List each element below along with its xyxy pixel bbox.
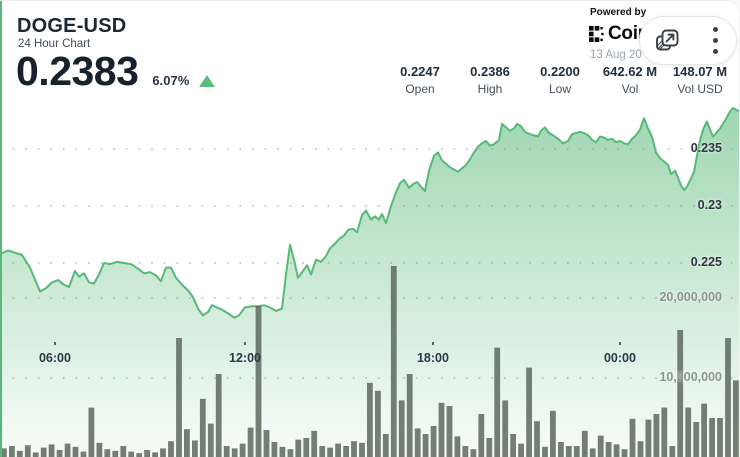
price-axis-tick: 0.235 (690, 141, 722, 155)
stat-volume: 642.62 M Vol (599, 64, 661, 96)
stat-volume-label: Vol (621, 82, 639, 96)
symbol-title: DOGE-USD (17, 15, 127, 37)
stat-high-label: High (477, 82, 503, 96)
toolbar-pill (639, 16, 737, 65)
up-arrow-icon (199, 75, 216, 87)
stat-low: 0.2200 Low (529, 64, 591, 96)
stat-volume-usd-value: 148.07 M (672, 64, 728, 79)
chart-header: DOGE-USD 24 Hour Chart 0.2383 6.07% 0.22… (0, 1, 739, 106)
time-axis-tick: 00:00 (603, 351, 636, 365)
price-axis-tick: 0.225 (690, 255, 722, 269)
time-axis-tick: 06:00 (38, 351, 71, 365)
stat-open-label: Open (405, 82, 435, 96)
stat-low-label: Low (548, 82, 571, 96)
time-axis-tick: 12:00 (229, 351, 261, 365)
stat-high: 0.2386 High (459, 64, 521, 96)
kebab-menu-icon (713, 27, 718, 54)
change-percent: 6.07% (152, 73, 190, 88)
provider-logo-icon (589, 26, 604, 42)
provider-logo-link[interactable]: Coin (589, 23, 649, 45)
stat-open: 0.2247 Open (389, 64, 451, 96)
open-in-new-window-button[interactable] (652, 25, 683, 56)
stat-low-value: 0.2200 (540, 64, 580, 79)
volume-axis-tick: 10,000,000 (659, 370, 722, 384)
open-in-new-window-icon (656, 29, 679, 51)
stat-high-value: 0.2386 (470, 64, 510, 79)
chart-date: 13 Aug 20 (590, 49, 642, 61)
chart-period-subtitle: 24 Hour Chart (18, 38, 91, 50)
provider-name: Coin (608, 23, 650, 44)
stat-volume-usd-label: Vol USD (677, 82, 723, 96)
stat-volume-usd: 148.07 M Vol USD (669, 64, 731, 96)
ohlc-stats-row: 0.2247 Open 0.2386 High 0.2200 Low 642.6… (389, 64, 731, 96)
stat-open-value: 0.2247 (400, 64, 440, 79)
accent-left-strip (0, 1, 2, 457)
powered-by-label: Powered by (590, 7, 647, 18)
time-axis-tick: 18:00 (416, 351, 449, 365)
stat-volume-value: 642.62 M (602, 64, 658, 79)
price-row: 0.2383 6.07% (16, 48, 216, 94)
price-axis-tick: 0.23 (697, 198, 722, 212)
last-price: 0.2383 (16, 48, 139, 94)
more-options-button[interactable] (711, 25, 720, 56)
volume-axis-tick: 20,000,000 (659, 290, 722, 304)
